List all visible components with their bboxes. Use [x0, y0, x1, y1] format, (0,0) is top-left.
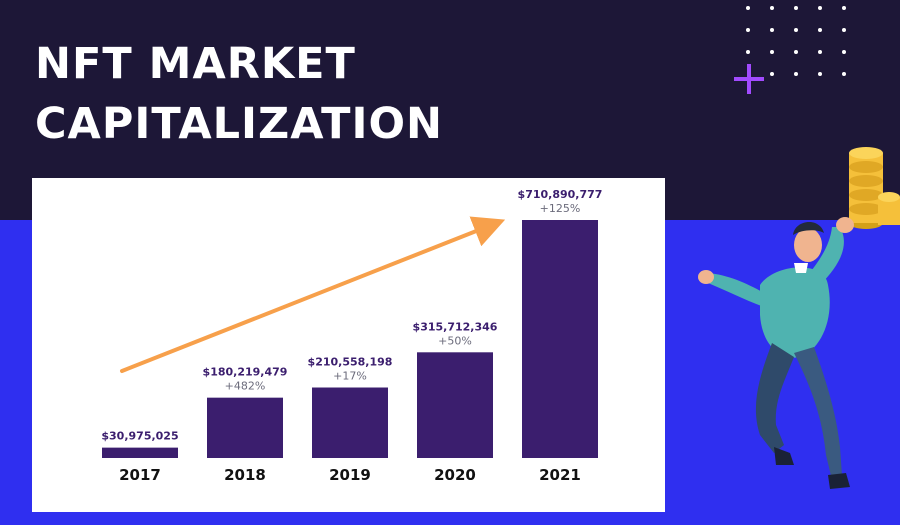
- growth-label-2018: +482%: [225, 380, 266, 393]
- coin-stack-icon: [849, 147, 900, 229]
- sparkle-plus-icon: [734, 64, 764, 94]
- page-title: NFT MARKET CAPITALIZATION: [35, 34, 443, 154]
- category-label-2020: 2020: [434, 466, 476, 484]
- bar-2018: [207, 397, 283, 458]
- growth-label-2019: +17%: [333, 370, 367, 383]
- chart-card: $30,975,025 2017 $180,219,479 +482% 2018 $210…: [32, 178, 665, 512]
- person-holding-coins-illustration: [698, 147, 900, 489]
- category-label-2017: 2017: [119, 466, 161, 484]
- value-label-2020: $315,712,346: [413, 320, 498, 333]
- dot-grid-decoration: [746, 6, 846, 76]
- value-label-2019: $210,558,198: [308, 356, 393, 369]
- bar-chart: $30,975,025 2017 $180,219,479+482% 2018 $210…: [101, 188, 603, 484]
- bar-2019: [312, 387, 388, 458]
- category-label-2019: 2019: [329, 466, 371, 484]
- trend-arrow: [120, 216, 506, 373]
- category-label-2018: 2018: [224, 466, 266, 484]
- value-label-2018: $180,219,479: [203, 366, 288, 379]
- growth-label-2021: +125%: [540, 202, 581, 215]
- title-line-1: NFT MARKET: [35, 39, 356, 89]
- bar-2021: [522, 220, 598, 458]
- growth-label-2020: +50%: [438, 334, 472, 347]
- bar-2017: [102, 447, 178, 458]
- category-label-2021: 2021: [539, 466, 581, 484]
- title-line-2: CAPITALIZATION: [35, 99, 444, 149]
- bar-2020: [417, 352, 493, 458]
- value-label-2021: $710,890,777: [518, 188, 603, 201]
- value-label-2017: $30,975,025: [101, 430, 178, 443]
